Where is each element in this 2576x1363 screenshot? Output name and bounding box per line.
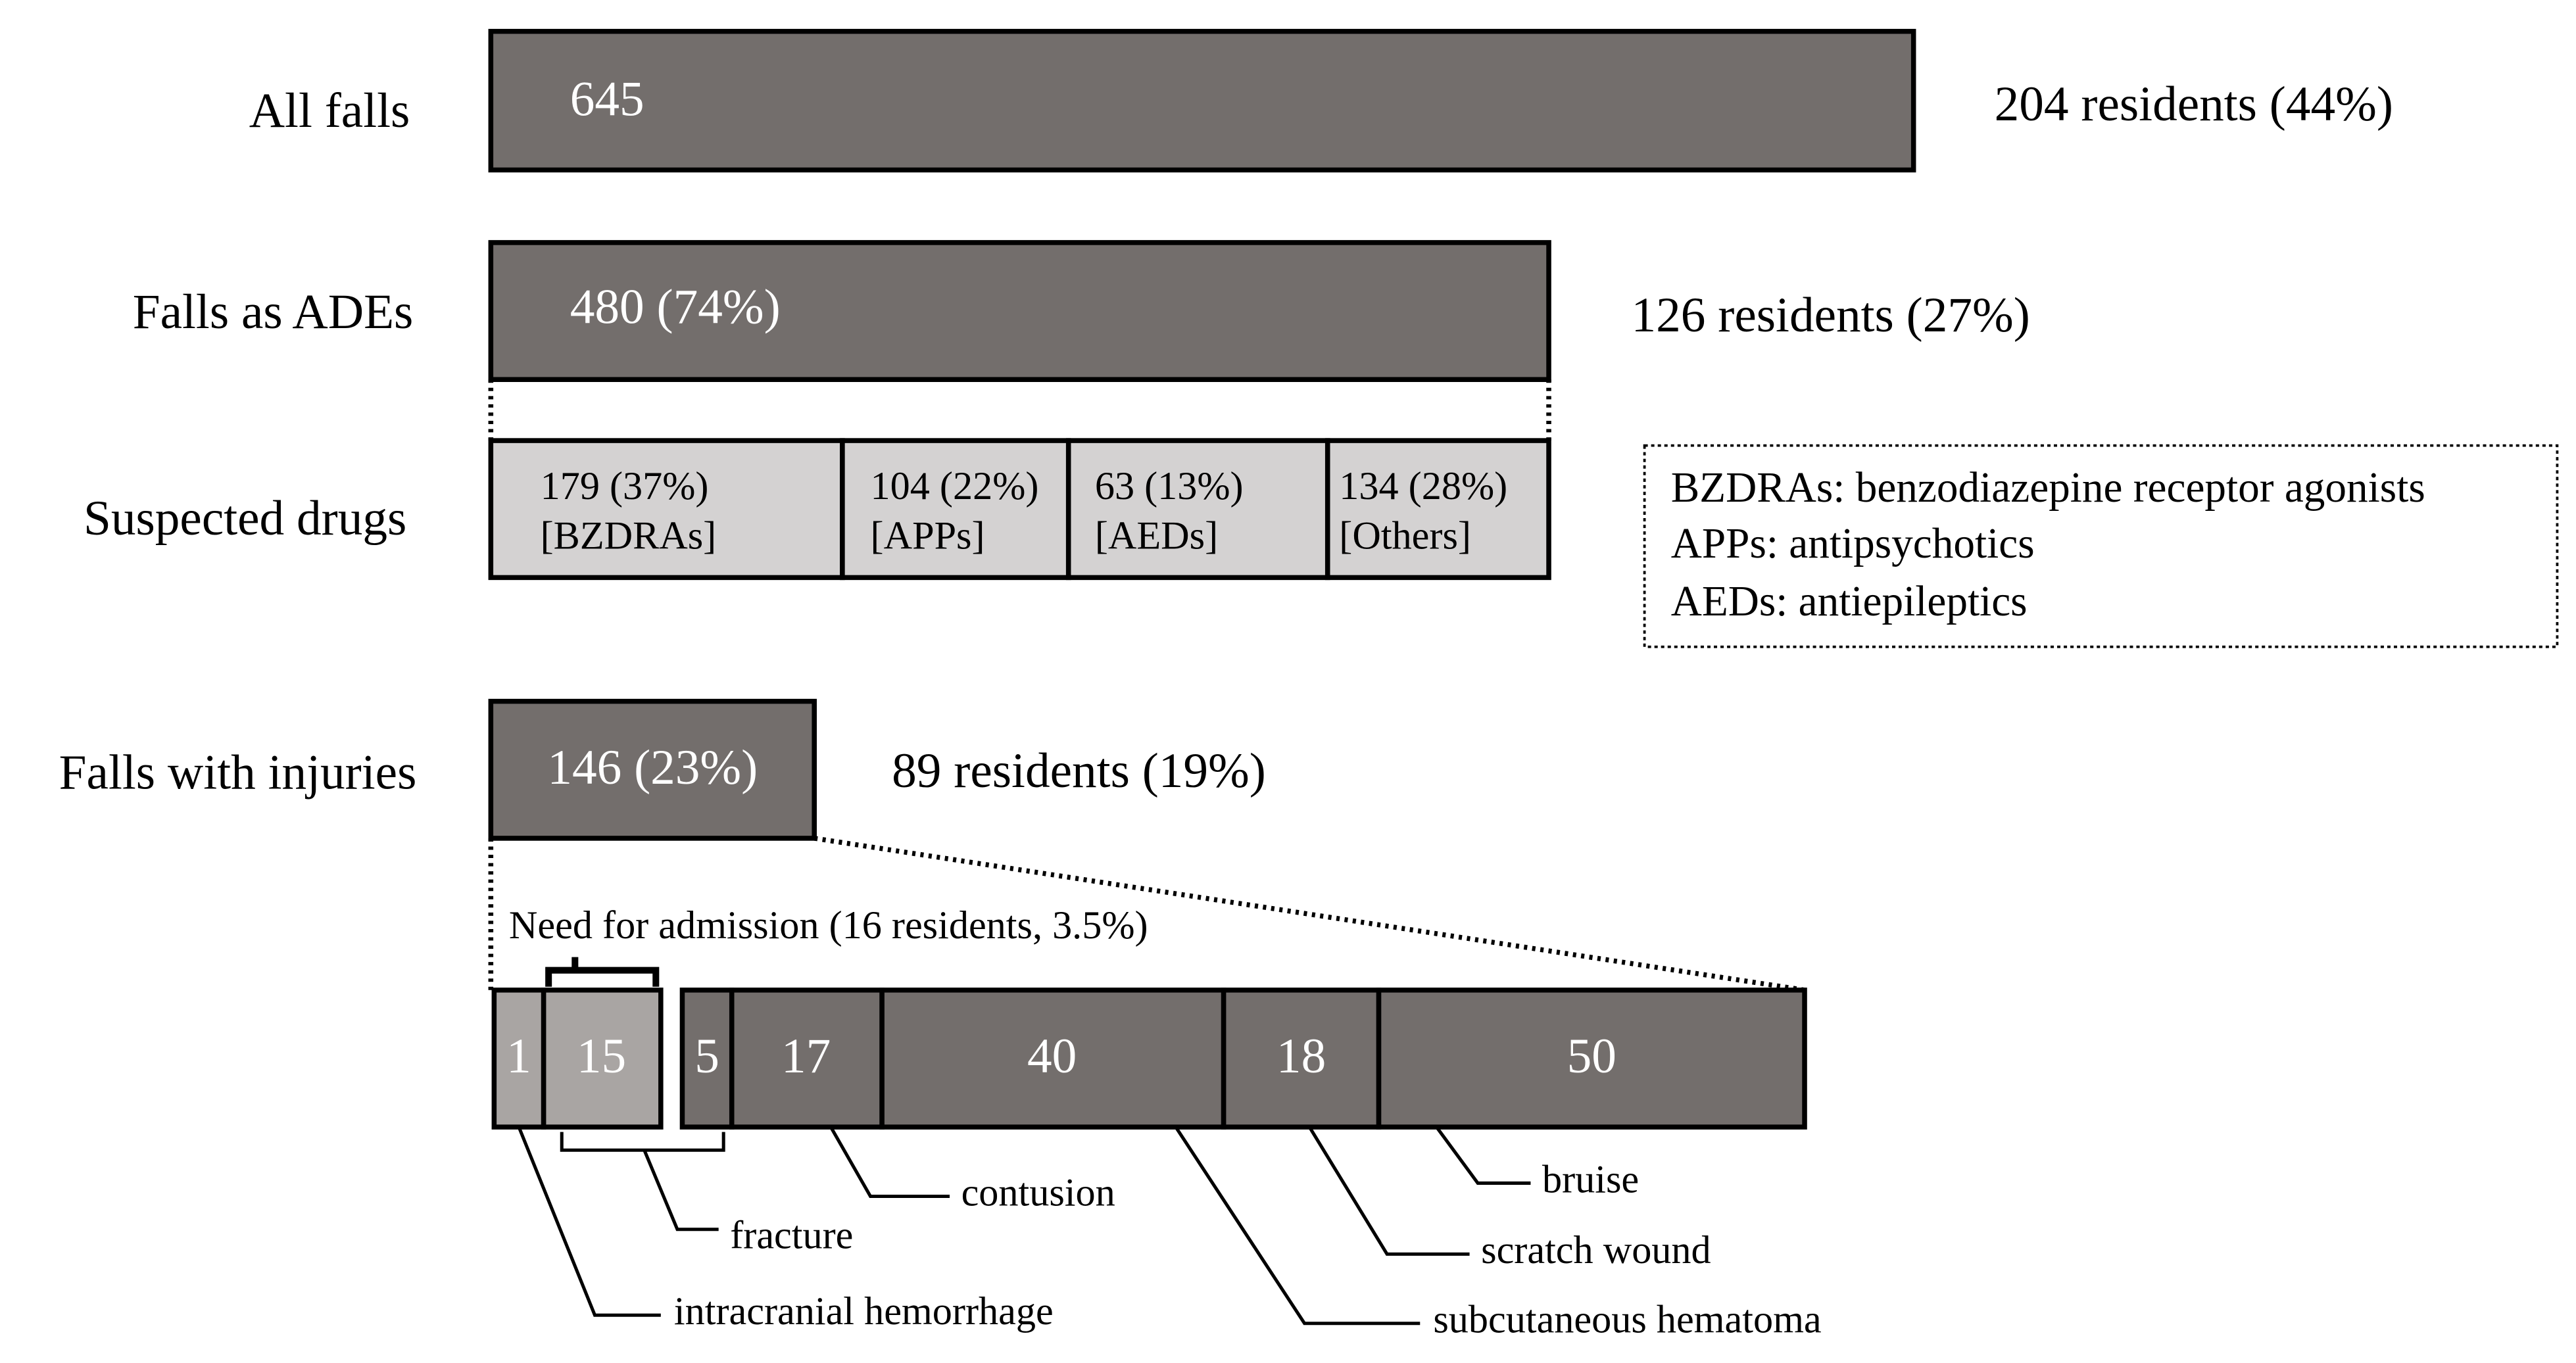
- legend-text: APPs: antipsychotics: [1671, 520, 2035, 567]
- leader: [560, 1132, 725, 1231]
- segment-count: 63 (13%): [1095, 464, 1244, 508]
- segment: [1065, 438, 1330, 581]
- bar-text: 645: [570, 72, 644, 126]
- segment-drug: [Others]: [1339, 514, 1471, 558]
- segment-count: 134 (28%): [1339, 464, 1507, 508]
- segment-drug: [APPs]: [871, 514, 985, 558]
- legend-box: [1643, 444, 2559, 648]
- injury-label: intracranial hemorrhage: [674, 1289, 1054, 1333]
- row-label: Falls with injuries: [59, 745, 417, 800]
- admission-label: Need for admission (16 residents, 3.5%): [509, 903, 1148, 947]
- residents: 204 residents (44%): [1995, 77, 2393, 132]
- row-label: Suspected drugs: [84, 491, 406, 546]
- bracket: [545, 957, 660, 987]
- injury-label: subcutaneous hematoma: [1433, 1298, 1821, 1342]
- row-label: All falls: [249, 84, 410, 138]
- leader: [1435, 1126, 1531, 1185]
- bar-text: 480 (74%): [570, 280, 781, 335]
- segment: [1324, 438, 1551, 581]
- leader: [1307, 1126, 1470, 1256]
- leader: [829, 1126, 950, 1199]
- residents: 89 residents (19%): [892, 744, 1266, 798]
- leader: [1174, 1126, 1421, 1326]
- bar: [488, 28, 1916, 173]
- segment: [541, 988, 664, 1130]
- injury-label: bruise: [1542, 1157, 1639, 1201]
- segment-count: 104 (22%): [871, 464, 1039, 508]
- injury-label: scratch wound: [1481, 1228, 1711, 1272]
- bar: [488, 240, 1551, 382]
- residents: 126 residents (27%): [1632, 288, 2030, 343]
- legend-text: AEDs: antiepileptics: [1671, 578, 2028, 625]
- segment: [729, 988, 885, 1130]
- segment: [488, 438, 845, 581]
- connector: [814, 836, 1805, 993]
- row-label: Falls as ADEs: [133, 285, 414, 339]
- legend-text: BZDRAs: benzodiazepine receptor agonists: [1671, 464, 2425, 512]
- segment-count: 179 (37%): [541, 464, 709, 508]
- segment-count: 1: [506, 1029, 531, 1084]
- segment-drug: [AEDs]: [1095, 514, 1218, 558]
- segment: [1376, 988, 1807, 1130]
- segment-count: 5: [694, 1029, 719, 1084]
- segment: [879, 988, 1227, 1130]
- segment-count: 40: [1027, 1029, 1077, 1084]
- bar-text: 146 (23%): [547, 740, 758, 795]
- injury-label: fracture: [730, 1214, 853, 1258]
- leader: [517, 1126, 661, 1317]
- segment-drug: [BZDRAs]: [541, 514, 717, 558]
- segment-count: 18: [1276, 1029, 1326, 1084]
- segment: [1221, 988, 1382, 1130]
- segment-count: 50: [1567, 1029, 1616, 1084]
- bar: [488, 698, 817, 841]
- segment-count: 17: [781, 1029, 831, 1084]
- segment-count: 15: [577, 1029, 626, 1084]
- injury-label: contusion: [961, 1170, 1115, 1214]
